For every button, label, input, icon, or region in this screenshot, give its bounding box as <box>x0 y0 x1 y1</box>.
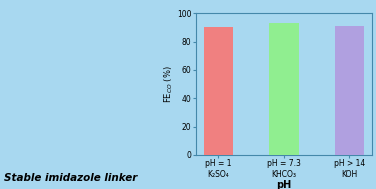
Bar <box>203 27 233 155</box>
Text: Stable imidazole linker: Stable imidazole linker <box>4 174 137 184</box>
Bar <box>269 23 299 155</box>
Y-axis label: FE$_{CO}$ (%): FE$_{CO}$ (%) <box>163 65 176 103</box>
Bar <box>335 26 364 155</box>
X-axis label: pH: pH <box>276 180 291 189</box>
